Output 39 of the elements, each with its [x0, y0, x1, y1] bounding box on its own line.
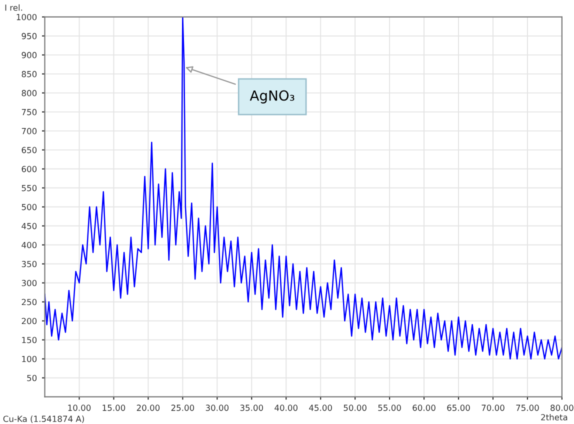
y-tick-label: 500	[22, 204, 37, 210]
y-tick-label: 550	[22, 184, 37, 192]
x-tick-label: 35.00	[240, 404, 264, 411]
y-tick-label: 450	[22, 222, 37, 230]
x-axis-title: 2theta	[541, 414, 568, 420]
x-tick-label: 40.00	[274, 404, 298, 411]
y-tick-label: 950	[22, 32, 37, 40]
y-tick-label: 650	[22, 146, 37, 154]
y-tick-label: 700	[22, 128, 37, 134]
text: Cu-Ka (1.541874 A)	[3, 416, 84, 423]
y-tick-label: 100	[22, 356, 37, 362]
y-tick-label: 250	[22, 298, 37, 306]
y-tick-label: 300	[22, 280, 37, 286]
x-tick-label: 70.00	[482, 404, 504, 411]
x-tick-label: 65.00	[447, 404, 470, 411]
x-tick-label: 15.00	[102, 404, 126, 411]
x-tick-label: 30.00	[206, 404, 229, 411]
x-tick-label: 20.00	[136, 404, 160, 411]
y-tick-label: 350	[22, 260, 37, 268]
x-tick-label: 25.00	[171, 404, 194, 411]
y-tick-label: 850	[22, 70, 37, 78]
y-tick-label: 200	[22, 318, 37, 324]
y-tick-label: 800	[22, 90, 37, 96]
x-tick-label: 50.00	[344, 404, 366, 411]
y-tick-label: 50	[27, 374, 37, 382]
x-tick-label: 75.00	[516, 404, 539, 411]
x-tick-label: 55.00	[378, 404, 401, 411]
y-axis-title: I rel.	[5, 4, 22, 11]
y-tick-label: 600	[22, 166, 37, 172]
x-tick-label: 60.00	[412, 404, 436, 411]
y-tick-label: 400	[22, 242, 37, 248]
y-tick-label: 1000	[16, 14, 37, 20]
annotation: AgNO₃	[250, 90, 294, 104]
x-tick-label: 10.00	[68, 404, 91, 411]
y-tick-label: 150	[22, 336, 37, 344]
y-tick-label: 900	[22, 52, 37, 58]
x-tick-label: 80.00	[550, 404, 574, 411]
y-tick-label: 750	[22, 108, 37, 116]
x-tick-label: 45.00	[309, 404, 332, 411]
